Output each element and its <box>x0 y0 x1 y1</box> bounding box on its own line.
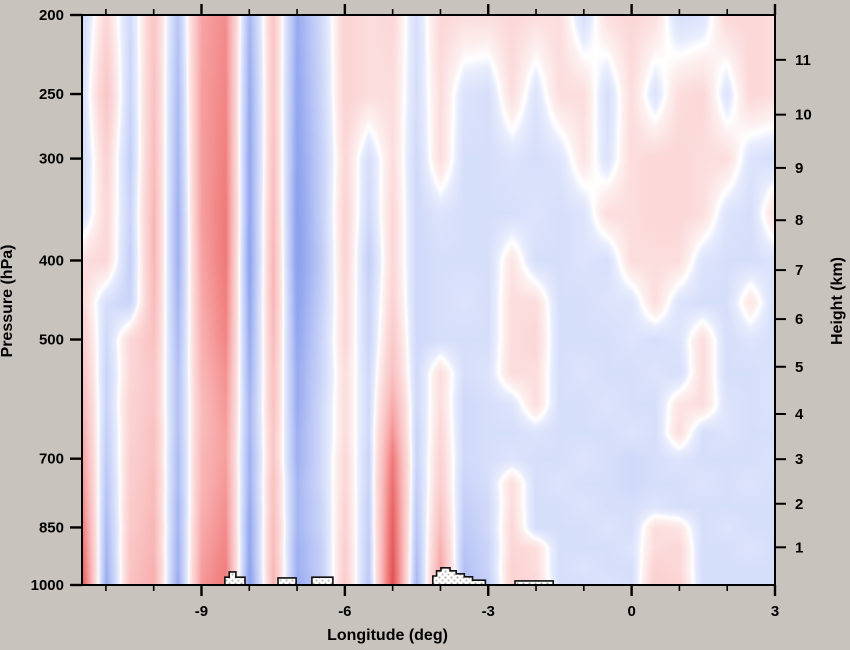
height-tick-label: 1 <box>795 539 803 556</box>
height-tick-label: 2 <box>795 496 803 513</box>
x-tick-label: 0 <box>627 603 635 620</box>
pressure-tick-label: 200 <box>39 7 64 24</box>
x-tick-label: -9 <box>195 603 208 620</box>
x-tick-label: 3 <box>771 603 779 620</box>
contour-fill-canvas <box>82 15 775 585</box>
height-tick-label: 4 <box>795 406 804 423</box>
height-tick-label: 9 <box>795 160 803 177</box>
terrain-hill-2 <box>277 577 297 586</box>
y-axis-left-title: Pressure (hPa) <box>0 244 16 358</box>
pressure-tick-label: 1000 <box>31 577 64 594</box>
terrain-hill-1 <box>224 571 246 586</box>
height-tick-label: 8 <box>795 212 803 229</box>
y-axis-right-title: Height (km) <box>829 257 846 345</box>
pressure-tick-label: 250 <box>39 86 64 103</box>
x-tick-label: -3 <box>482 603 495 620</box>
height-tick-label: 6 <box>795 311 803 328</box>
plot-frame <box>81 14 776 586</box>
pressure-tick-label: 300 <box>39 151 64 168</box>
height-tick-label: 3 <box>795 451 803 468</box>
height-tick-label: 10 <box>795 107 812 124</box>
pressure-tick-label: 500 <box>39 332 64 349</box>
terrain-hill-3 <box>311 576 334 586</box>
pressure-tick-label: 700 <box>39 451 64 468</box>
x-axis-title: Longitude (deg) <box>327 627 448 644</box>
x-tick-label: -6 <box>338 603 351 620</box>
pressure-tick-label: 400 <box>39 252 64 269</box>
height-tick-label: 7 <box>795 262 803 279</box>
height-tick-label: 5 <box>795 359 803 376</box>
height-tick-label: 11 <box>795 52 811 69</box>
terrain-mountain <box>431 566 487 586</box>
pressure-tick-label: 850 <box>39 519 64 536</box>
